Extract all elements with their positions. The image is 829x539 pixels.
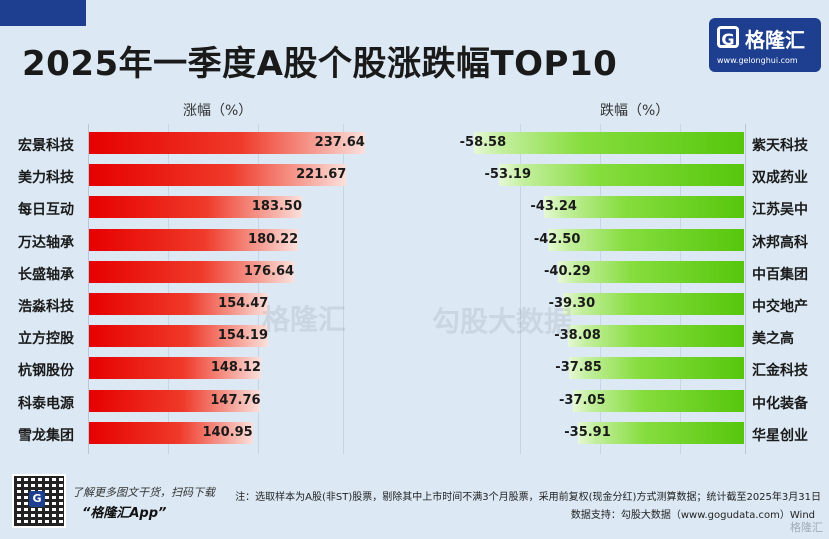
fall-bar bbox=[473, 132, 744, 154]
fall-value-label: -39.30 bbox=[548, 296, 596, 311]
fall-value-label: -53.19 bbox=[484, 167, 532, 183]
rise-value-label: 183.50 bbox=[251, 199, 303, 215]
fall-value-label: -58.58 bbox=[459, 135, 507, 150]
rise-category-label: 浩淼科技 bbox=[18, 299, 74, 315]
rise-gridline bbox=[343, 124, 344, 454]
fall-bar bbox=[562, 293, 744, 315]
rise-bar bbox=[89, 421, 253, 444]
rise-bar bbox=[89, 228, 299, 251]
logo-url: www.gelonghui.com bbox=[717, 56, 798, 65]
rise-bar bbox=[89, 325, 268, 348]
rise-value-label: 154.19 bbox=[217, 328, 269, 344]
rise-category-label: 立方控股 bbox=[18, 331, 74, 348]
app-name: “格隆汇App” bbox=[82, 506, 167, 521]
fall-value-label: -38.08 bbox=[554, 328, 601, 344]
page-title: 2025年一季度A股个股涨跌幅TOP10 bbox=[22, 44, 618, 84]
fall-category-label: 汇金科技 bbox=[752, 363, 808, 380]
fall-bar bbox=[573, 389, 744, 412]
brand-logo: G 格隆汇 www.gelonghui.com bbox=[709, 18, 821, 72]
rise-axis-title: 涨幅（%） bbox=[183, 103, 253, 119]
rise-bar bbox=[89, 293, 269, 315]
fall-bar bbox=[568, 325, 744, 348]
logo-mark-icon: G bbox=[717, 26, 739, 49]
rise-baseline bbox=[88, 124, 89, 454]
fall-gridline bbox=[520, 124, 521, 454]
fall-category-label: 江苏吴中 bbox=[752, 202, 808, 219]
rise-bar bbox=[89, 389, 261, 412]
fall-bar bbox=[558, 260, 744, 283]
fall-category-label: 紫天科技 bbox=[752, 138, 808, 154]
corner-watermark: 格隆汇 bbox=[790, 521, 823, 534]
fall-bar bbox=[498, 164, 744, 187]
rise-gridline bbox=[258, 124, 259, 454]
rise-value-label: 237.64 bbox=[314, 135, 365, 150]
rise-value-label: 147.76 bbox=[210, 392, 261, 408]
fall-bar bbox=[544, 196, 744, 219]
rise-bar bbox=[89, 164, 347, 187]
rise-category-label: 美力科技 bbox=[18, 170, 74, 187]
fall-category-label: 双成药业 bbox=[752, 170, 808, 187]
rise-category-label: 科泰电源 bbox=[18, 395, 74, 412]
top-accent-bar bbox=[0, 0, 86, 26]
rise-bar bbox=[89, 196, 302, 219]
fall-category-label: 中百集团 bbox=[752, 266, 808, 283]
rise-category-label: 杭钢股份 bbox=[18, 363, 74, 380]
fall-gridline bbox=[680, 124, 681, 454]
rise-value-label: 180.22 bbox=[248, 231, 299, 247]
fall-category-label: 中化装备 bbox=[752, 395, 808, 412]
watermark-right: 勾股大数据 bbox=[432, 305, 573, 338]
fall-gridline bbox=[600, 124, 601, 454]
fall-category-label: 沐邦高科 bbox=[752, 234, 808, 251]
fall-bar bbox=[569, 357, 744, 380]
rise-bar bbox=[89, 260, 294, 283]
footnote: 注：选取样本为A股(非ST)股票，剔除其中上市时间不满3个月股票，采用前复权(现… bbox=[235, 492, 821, 503]
rise-bar bbox=[89, 357, 261, 380]
fall-value-label: -35.91 bbox=[564, 424, 611, 440]
data-source: 数据支持：勾股大数据（www.gogudata.com）Wind bbox=[570, 510, 815, 521]
rise-category-label: 宏景科技 bbox=[18, 138, 74, 154]
fall-value-label: -42.50 bbox=[533, 231, 581, 247]
rise-value-label: 176.64 bbox=[243, 263, 295, 279]
rise-category-label: 每日互动 bbox=[18, 202, 74, 219]
fall-category-label: 华星创业 bbox=[752, 427, 808, 444]
fall-value-label: -43.24 bbox=[530, 199, 577, 215]
rise-category-label: 雪龙集团 bbox=[18, 427, 74, 444]
rise-category-label: 长盛轴承 bbox=[18, 266, 74, 283]
fall-value-label: -37.85 bbox=[555, 360, 602, 376]
fall-bar bbox=[578, 421, 744, 444]
fall-baseline bbox=[745, 124, 746, 454]
fall-axis-title: 跌幅（%） bbox=[600, 103, 670, 119]
qr-center-icon: G bbox=[29, 491, 45, 507]
logo-name: 格隆汇 bbox=[745, 28, 805, 52]
rise-bar bbox=[89, 132, 365, 154]
rise-value-label: 148.12 bbox=[210, 360, 261, 376]
fall-value-label: -40.29 bbox=[544, 263, 591, 279]
fall-bar bbox=[547, 228, 744, 251]
qr-code bbox=[12, 474, 66, 528]
fall-value-label: -37.05 bbox=[559, 392, 606, 408]
rise-gridline bbox=[168, 124, 169, 454]
fall-category-label: 美之高 bbox=[752, 331, 794, 348]
rise-category-label: 万达轴承 bbox=[18, 234, 74, 251]
fall-category-label: 中交地产 bbox=[752, 299, 808, 315]
watermark-left: 格隆汇 bbox=[262, 303, 347, 336]
rise-value-label: 140.95 bbox=[202, 424, 253, 440]
rise-value-label: 154.47 bbox=[218, 296, 269, 311]
promo-text: 了解更多图文干货，扫码下载 bbox=[72, 486, 215, 499]
rise-value-label: 221.67 bbox=[296, 167, 347, 183]
